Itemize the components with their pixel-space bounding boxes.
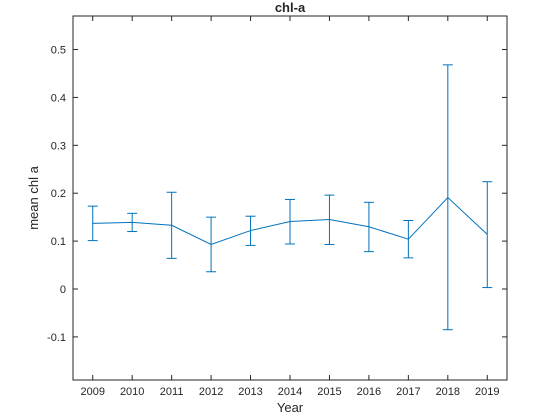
y-tick-label: 0.2 <box>51 188 66 200</box>
y-axis: -0.1 0 0.1 0.2 0.3 0.4 0.5 <box>47 45 507 344</box>
x-tick-label: 2019 <box>475 386 499 398</box>
y-tick-label: 0.1 <box>51 236 66 248</box>
axes-box <box>72 15 508 381</box>
x-tick-label: 2012 <box>199 386 223 398</box>
x-axis-title: Year <box>277 400 304 415</box>
y-axis-title: mean chl a <box>26 165 41 229</box>
x-tick-label: 2017 <box>396 386 420 398</box>
x-axis: 2009 2010 2011 2012 2013 2014 2015 2016 2017 2018… <box>80 16 500 398</box>
x-tick-label: 2014 <box>278 386 302 398</box>
y-tick-label: 0.4 <box>51 92 66 104</box>
y-tick-label: 0.3 <box>51 140 66 152</box>
x-tick-label: 2015 <box>317 386 341 398</box>
y-tick-label: -0.1 <box>47 332 66 344</box>
y-tick-label: 0.5 <box>51 45 66 57</box>
series-layer <box>92 196 488 246</box>
chart-title: chl-a <box>275 0 306 15</box>
y-tick-label: 0 <box>60 284 66 296</box>
plot-area <box>72 15 508 381</box>
series-line <box>92 196 488 246</box>
x-tick-label: 2018 <box>436 386 460 398</box>
x-tick-label: 2011 <box>160 386 184 398</box>
x-tick-label: 2016 <box>357 386 381 398</box>
x-tick-label: 2013 <box>238 386 262 398</box>
x-tick-label: 2009 <box>80 386 104 398</box>
x-tick-label: 2010 <box>120 386 144 398</box>
